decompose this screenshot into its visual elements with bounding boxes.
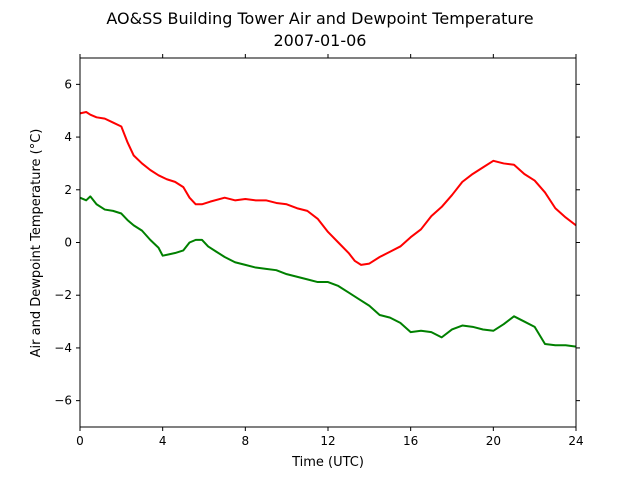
y-tick-label: −6 xyxy=(54,394,72,408)
y-tick-label: −4 xyxy=(54,341,72,355)
y-tick-label: 6 xyxy=(64,77,72,91)
x-tick-label: 24 xyxy=(568,434,583,448)
x-axis: 0 4 8 12 16 20 24 xyxy=(76,54,584,448)
x-axis-label: Time (UTC) xyxy=(291,455,364,470)
chart-title: AO&SS Building Tower Air and Dewpoint Te… xyxy=(106,9,533,28)
x-tick-label: 16 xyxy=(403,434,418,448)
series-line-0 xyxy=(79,111,577,266)
x-tick-label: 0 xyxy=(76,434,84,448)
y-tick-label: 2 xyxy=(64,183,72,197)
y-tick-label: 4 xyxy=(64,130,72,144)
y-axis: −6 −4 −2 0 2 4 6 xyxy=(54,77,580,408)
x-tick-label: 8 xyxy=(242,434,250,448)
x-tick-label: 12 xyxy=(320,434,335,448)
y-tick-label: −2 xyxy=(54,288,72,302)
series-line-1 xyxy=(79,195,577,348)
y-axis-label: Air and Dewpoint Temperature (°C) xyxy=(29,129,44,358)
plot-series xyxy=(79,111,577,348)
chart-subtitle: 2007-01-06 xyxy=(274,31,367,50)
x-tick-label: 4 xyxy=(159,434,167,448)
y-tick-label: 0 xyxy=(64,236,72,250)
x-tick-label: 20 xyxy=(486,434,501,448)
